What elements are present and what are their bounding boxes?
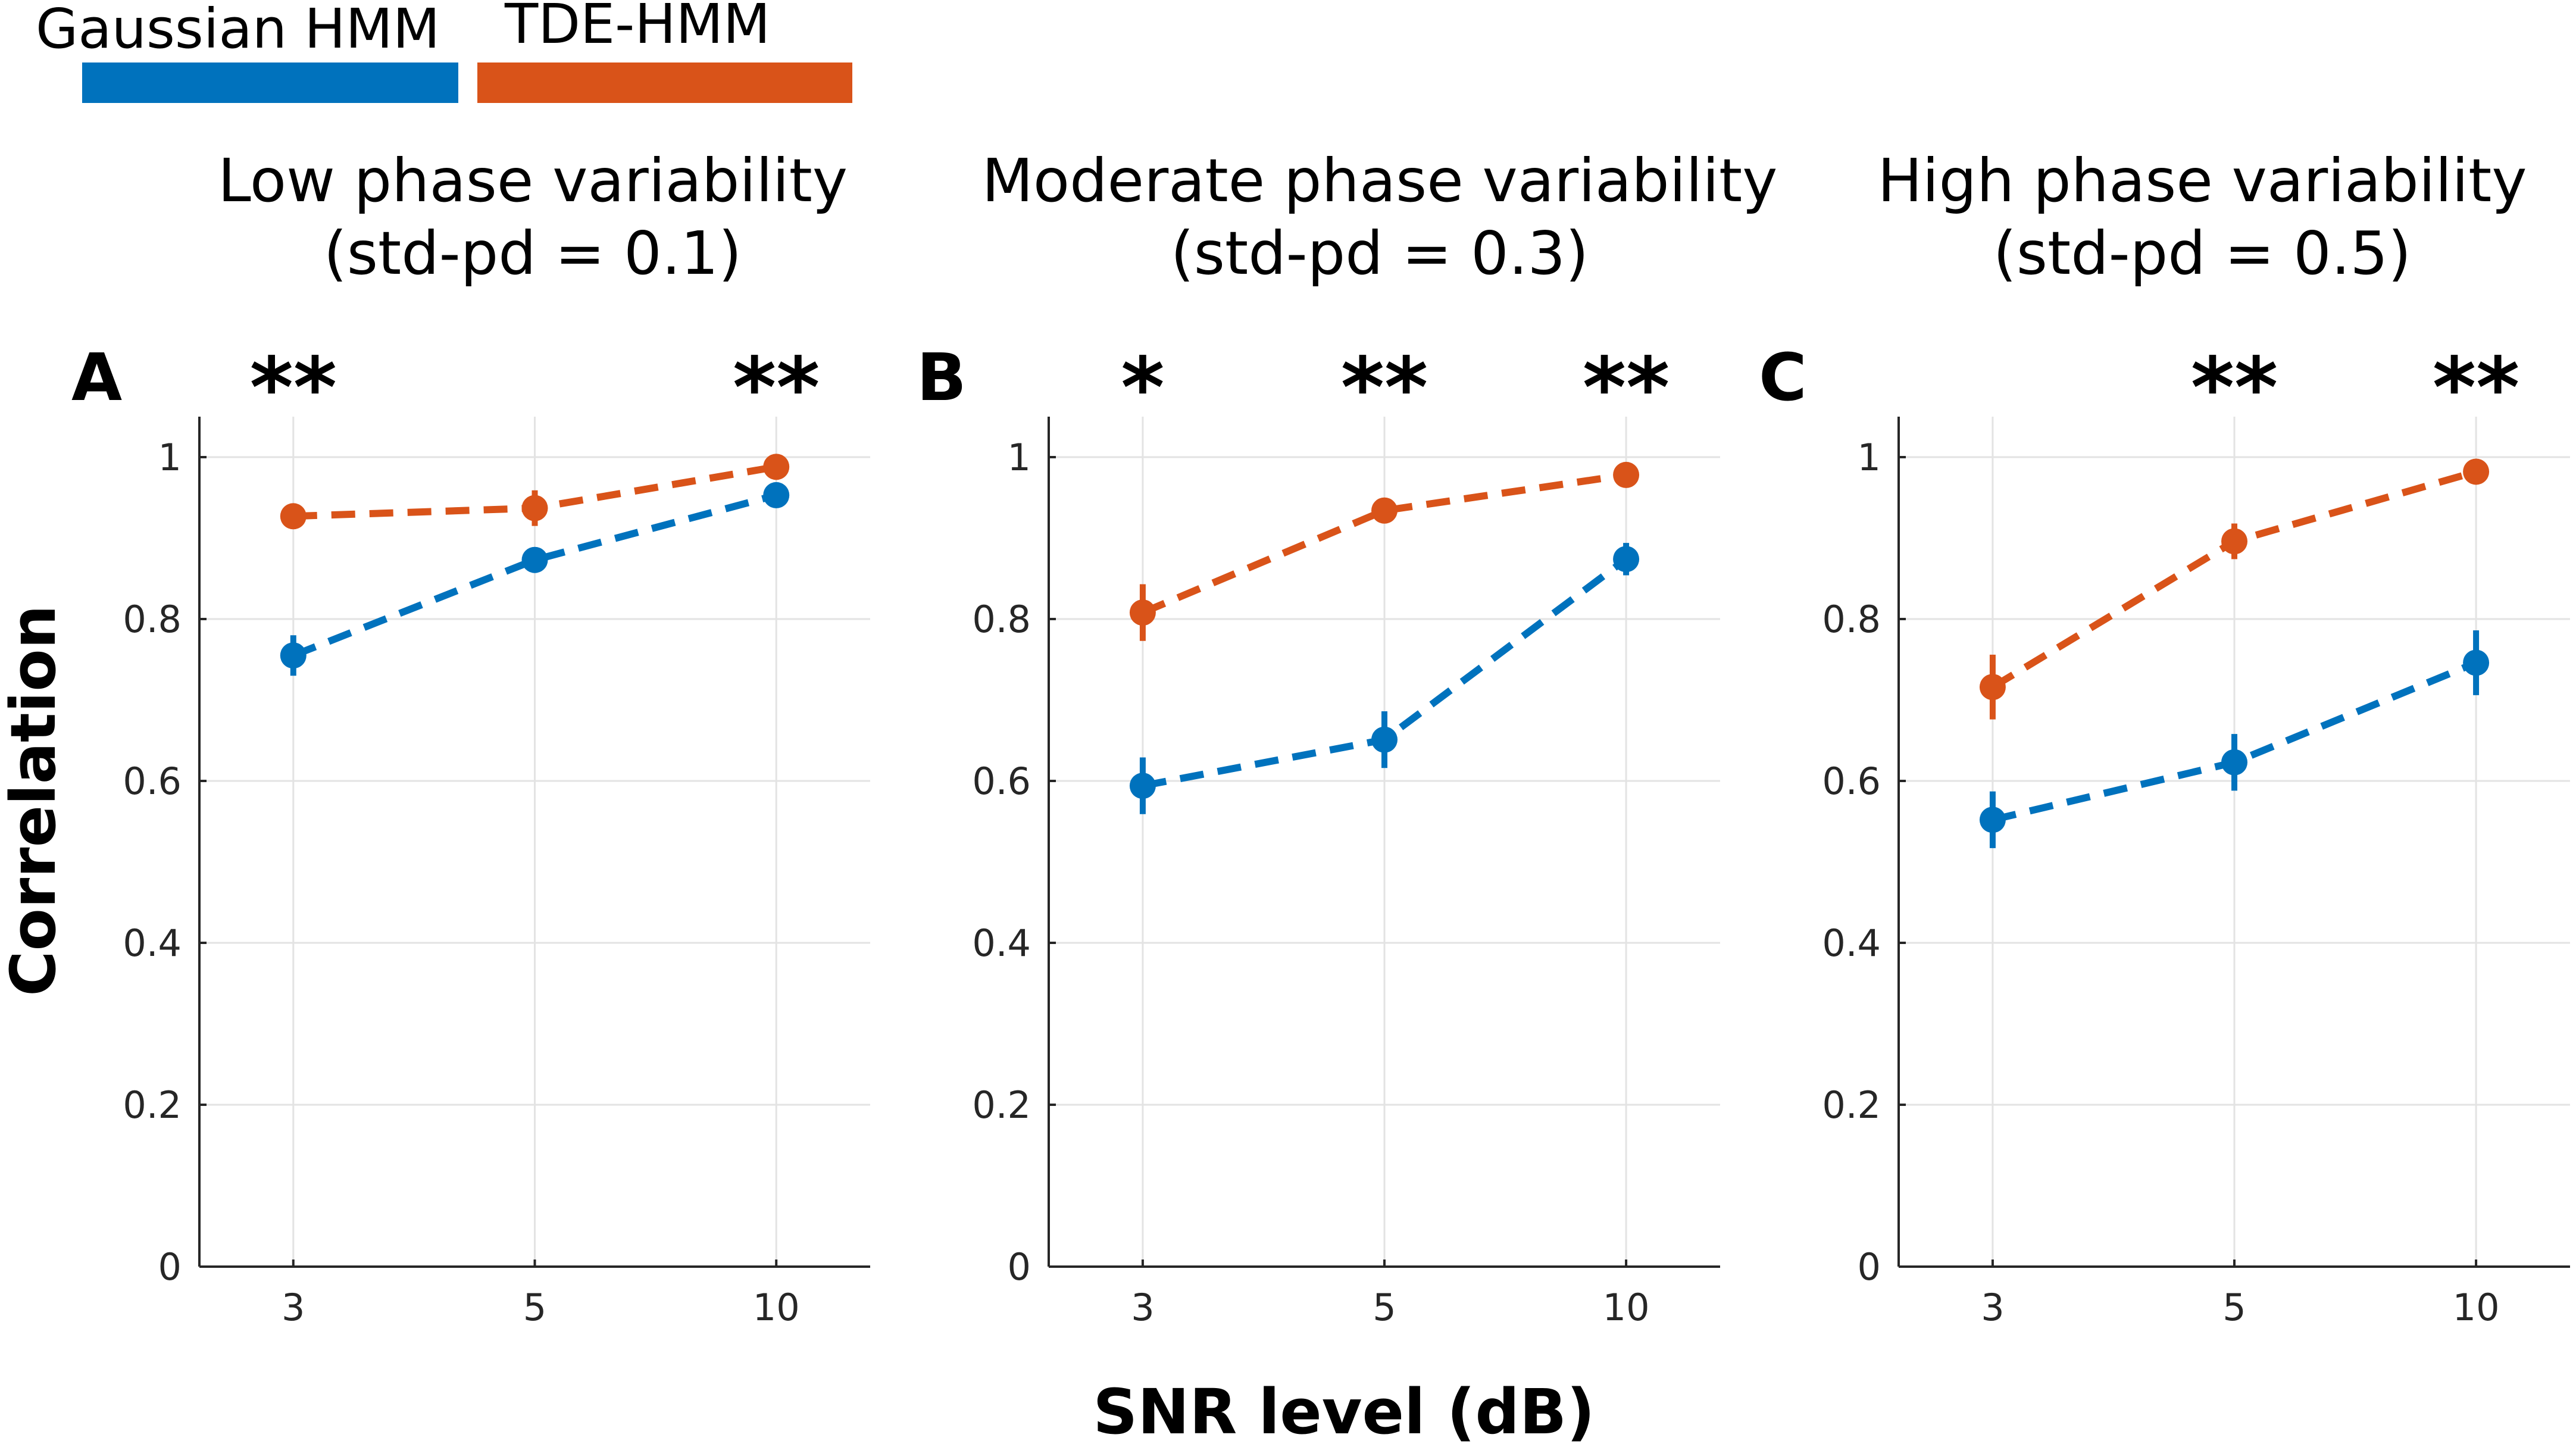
panel-title-line1: Low phase variability [218, 146, 848, 215]
significance-marker: ** [1583, 340, 1670, 437]
x-tick-label: 3 [282, 1286, 305, 1329]
legend-swatch-tde-hmm [477, 62, 852, 103]
data-point-gaussian-hmm [280, 642, 307, 669]
x-tick-label: 5 [2222, 1286, 2246, 1329]
panel-b: Moderate phase variability(std-pd = 0.3)… [917, 146, 1777, 1329]
y-tick-label: 0.6 [1822, 760, 1881, 803]
y-tick-label: 0.6 [123, 760, 182, 803]
x-tick-label: 10 [753, 1286, 800, 1329]
panel-c: High phase variability(std-pd = 0.5) C 0 0.… [1759, 146, 2570, 1329]
significance-marker: ** [733, 340, 820, 437]
data-point-gaussian-hmm [2463, 649, 2490, 676]
x-tick-label: 3 [1981, 1286, 2004, 1329]
data-point-gaussian-hmm [521, 546, 548, 573]
y-tick-label: 0.8 [1822, 598, 1881, 641]
y-tick-label: 0.8 [972, 598, 1031, 641]
legend: Gaussian HMM TDE-HMM [36, 0, 852, 103]
y-tick-label: 1 [1008, 436, 1031, 479]
y-axis-title: Correlation [0, 605, 70, 996]
significance-marker: ** [1341, 340, 1428, 437]
legend-swatch-gaussian-hmm [82, 62, 458, 103]
y-tick-label: 0.4 [972, 921, 1031, 965]
data-point-tde-hmm [1613, 461, 1640, 488]
significance-marker: * [1121, 340, 1164, 437]
panel-title-line1: Moderate phase variability [982, 146, 1778, 215]
data-point-tde-hmm [2463, 458, 2490, 485]
legend-label-tde-hmm: TDE-HMM [504, 0, 770, 56]
legend-label-gaussian-hmm: Gaussian HMM [36, 0, 440, 61]
x-tick-label: 10 [1603, 1286, 1650, 1329]
data-point-tde-hmm [280, 503, 307, 530]
data-point-tde-hmm [2221, 528, 2247, 555]
data-point-tde-hmm [1129, 599, 1156, 626]
data-point-tde-hmm [1371, 497, 1398, 524]
series-line-gaussian-hmm [292, 492, 777, 659]
y-tick-label: 0.4 [123, 921, 182, 965]
panel-title-line2: (std-pd = 0.1) [324, 218, 742, 288]
x-tick-label: 5 [523, 1286, 546, 1329]
data-point-tde-hmm [521, 495, 548, 521]
data-point-tde-hmm [1979, 674, 2006, 701]
panel-letter: B [917, 339, 967, 415]
y-tick-label: 1 [158, 436, 182, 479]
y-tick-label: 0.8 [123, 598, 182, 641]
panel-letter: A [71, 339, 122, 415]
y-tick-label: 0.4 [1822, 921, 1881, 965]
data-point-gaussian-hmm [1979, 807, 2006, 833]
x-tick-label: 5 [1373, 1286, 1396, 1329]
x-tick-label: 3 [1131, 1286, 1154, 1329]
y-tick-label: 0.2 [972, 1083, 1031, 1127]
panel-title-line2: (std-pd = 0.3) [1171, 218, 1589, 288]
significance-marker: ** [2191, 340, 2278, 437]
significance-marker: ** [2433, 340, 2519, 437]
series-line-tde-hmm [1141, 471, 1627, 616]
data-point-gaussian-hmm [2221, 749, 2247, 776]
data-point-gaussian-hmm [763, 482, 790, 508]
data-point-gaussian-hmm [1129, 773, 1156, 799]
panel-letter: C [1759, 339, 1807, 415]
y-tick-label: 0.2 [123, 1083, 182, 1127]
x-axis-title: SNR level (dB) [1093, 1376, 1595, 1447]
y-tick-label: 0 [1008, 1245, 1031, 1289]
y-tick-label: 1 [1858, 436, 1881, 479]
panel-title-line1: High phase variability [1877, 146, 2527, 215]
y-tick-label: 0.2 [1822, 1083, 1881, 1127]
y-tick-label: 0.6 [972, 760, 1031, 803]
panel-a: Low phase variability(std-pd = 0.1) A 0 0.2… [71, 146, 870, 1329]
panel-title-line2: (std-pd = 0.5) [1993, 218, 2411, 288]
data-point-gaussian-hmm [1371, 726, 1398, 753]
y-tick-label: 0 [158, 1245, 182, 1289]
data-point-gaussian-hmm [1613, 546, 1640, 573]
data-point-tde-hmm [763, 454, 790, 480]
significance-marker: ** [250, 340, 337, 437]
x-tick-label: 10 [2453, 1286, 2500, 1329]
y-tick-label: 0 [1858, 1245, 1881, 1289]
